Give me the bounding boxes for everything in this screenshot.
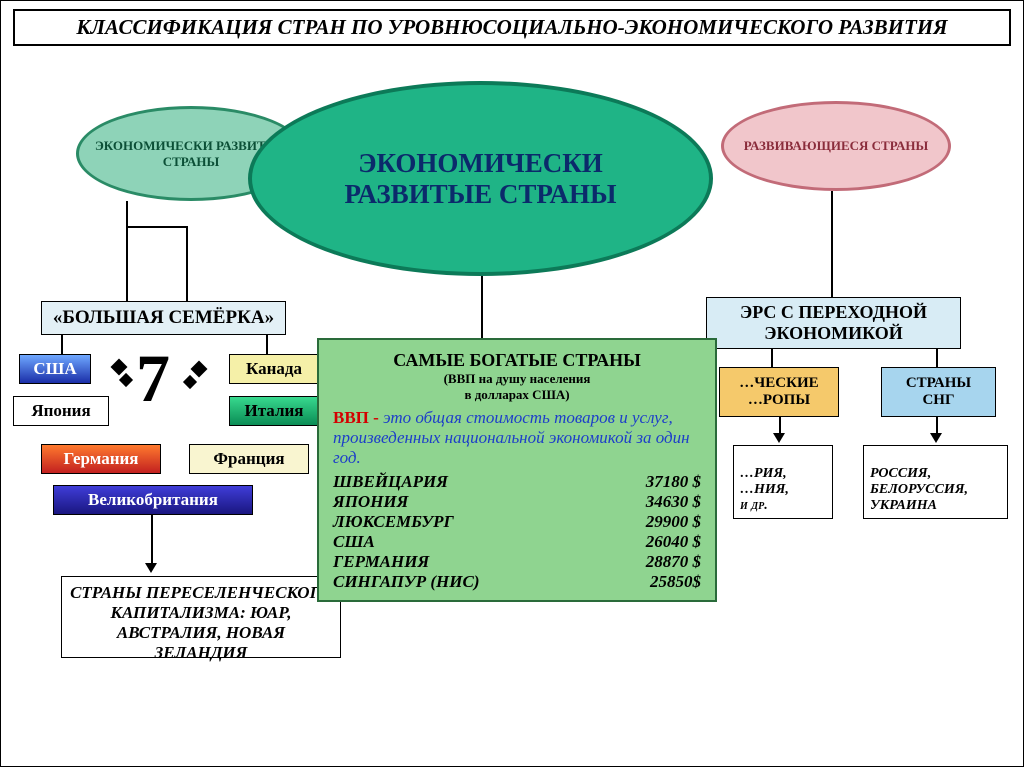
g7-germany: Германия — [41, 444, 161, 474]
ers-left1: …ЧЕСКИЕ — [739, 375, 818, 392]
capitalism-text: СТРАНЫ ПЕРЕСЕЛЕНЧЕСКОГО КАПИТАЛИЗМА: ЮАР… — [70, 583, 332, 662]
g7-usa: США — [19, 354, 91, 384]
ers-title2: ЭКОНОМИКОЙ — [764, 323, 902, 344]
ellipse-big: ЭКОНОМИЧЕСКИ РАЗВИТЫЕ СТРАНЫ — [248, 81, 713, 276]
rich-sub1: (ВВП на душу населения — [333, 371, 701, 387]
rich-sub2: в долларах США) — [333, 387, 701, 403]
diamond-icon — [183, 375, 197, 389]
g7-canada-label: Канада — [246, 359, 302, 379]
ers-title-box: ЭРС С ПЕРЕХОДНОЙ ЭКОНОМИКОЙ — [706, 297, 961, 349]
connector — [151, 515, 153, 565]
ers-right-box: СТРАНЫ СНГ — [881, 367, 996, 417]
rich-rows: ШВЕЙЦАРИЯ 37180 $ ЯПОНИЯ 34630 $ ЛЮКСЕМБУРГ 2… — [333, 472, 701, 592]
rich-title: САМЫЕ БОГАТЫЕ СТРАНЫ — [333, 350, 701, 371]
connector — [936, 349, 938, 367]
ers-right-list-text: РОССИЯ, БЕЛОРУССИЯ, УКРАИНА — [870, 466, 968, 513]
g7-italy: Италия — [229, 396, 319, 426]
ers-left-list-text: …РИЯ, …НИЯ, и др. — [740, 466, 789, 513]
rich-row-name: ЛЮКСЕМБУРГ — [333, 512, 454, 532]
connector — [61, 335, 63, 355]
rich-row-val: 37180 $ — [646, 472, 701, 492]
connector — [186, 226, 188, 301]
connector — [481, 276, 483, 338]
diamond-icon — [191, 361, 208, 378]
g7-france-label: Франция — [213, 449, 284, 469]
rich-row-val: 34630 $ — [646, 492, 701, 512]
ers-right-list: РОССИЯ, БЕЛОРУССИЯ, УКРАИНА — [863, 445, 1008, 519]
connector — [266, 335, 268, 355]
connector — [126, 226, 186, 228]
header-title: КЛАССИФИКАЦИЯ СТРАН ПО УРОВНЮСОЦИАЛЬНО-Э… — [13, 9, 1011, 46]
g7-usa-label: США — [33, 359, 76, 379]
g7-title-box: «БОЛЬШАЯ СЕМЁРКА» — [41, 301, 286, 335]
g7-canada: Канада — [229, 354, 319, 384]
rich-row-name: СИНГАПУР (НИС) — [333, 572, 479, 592]
gdp-def: это общая стоимость товаров и услуг, про… — [333, 408, 690, 467]
ers-left2: …РОПЫ — [748, 392, 810, 409]
g7-title: «БОЛЬШАЯ СЕМЁРКА» — [53, 307, 274, 329]
rich-row-val: 25850$ — [650, 572, 701, 592]
g7-germany-label: Германия — [63, 449, 138, 469]
arrow-down-icon — [145, 563, 157, 573]
g7-uk-label: Великобритания — [88, 490, 218, 510]
rich-row-name: США — [333, 532, 375, 552]
rich-row-val: 28870 $ — [646, 552, 701, 572]
g7-france: Франция — [189, 444, 309, 474]
g7-japan: Япония — [13, 396, 109, 426]
ers-right2: СНГ — [922, 392, 954, 409]
gdp-label: ВВП - — [333, 408, 379, 427]
connector — [126, 201, 128, 301]
arrow-down-icon — [773, 433, 785, 443]
connector — [831, 191, 833, 297]
g7-japan-label: Япония — [31, 401, 90, 421]
ers-left-box: …ЧЕСКИЕ …РОПЫ — [719, 367, 839, 417]
rich-row-name: ШВЕЙЦАРИЯ — [333, 472, 448, 492]
rich-row: ЯПОНИЯ 34630 $ — [333, 492, 701, 512]
rich-row-name: ГЕРМАНИЯ — [333, 552, 429, 572]
ellipse-big-text: ЭКОНОМИЧЕСКИ РАЗВИТЫЕ СТРАНЫ — [252, 148, 709, 210]
rich-row: США 26040 $ — [333, 532, 701, 552]
rich-row: ЛЮКСЕМБУРГ 29900 $ — [333, 512, 701, 532]
capitalism-box: СТРАНЫ ПЕРЕСЕЛЕНЧЕСКОГО КАПИТАЛИЗМА: ЮАР… — [61, 576, 341, 658]
rich-row-val: 26040 $ — [646, 532, 701, 552]
gdp-definition: ВВП - это общая стоимость товаров и услу… — [333, 408, 701, 468]
rich-row: СИНГАПУР (НИС) 25850$ — [333, 572, 701, 592]
rich-row-val: 29900 $ — [646, 512, 701, 532]
rich-row-name: ЯПОНИЯ — [333, 492, 408, 512]
ers-right1: СТРАНЫ — [906, 375, 971, 392]
arrow-down-icon — [930, 433, 942, 443]
ers-left-list: …РИЯ, …НИЯ, и др. — [733, 445, 833, 519]
rich-panel: САМЫЕ БОГАТЫЕ СТРАНЫ (ВВП на душу населе… — [317, 338, 717, 602]
ellipse-right: РАЗВИВАЮЩИЕСЯ СТРАНЫ — [721, 101, 951, 191]
ers-title1: ЭРС С ПЕРЕХОДНОЙ — [740, 302, 927, 323]
g7-uk: Великобритания — [53, 485, 253, 515]
diamond-icon — [119, 373, 133, 387]
ellipse-right-text: РАЗВИВАЮЩИЕСЯ СТРАНЫ — [744, 138, 929, 154]
g7-italy-label: Италия — [245, 401, 304, 421]
rich-row: ГЕРМАНИЯ 28870 $ — [333, 552, 701, 572]
big-seven: 7 — [136, 339, 170, 418]
connector — [771, 349, 773, 367]
rich-row: ШВЕЙЦАРИЯ 37180 $ — [333, 472, 701, 492]
